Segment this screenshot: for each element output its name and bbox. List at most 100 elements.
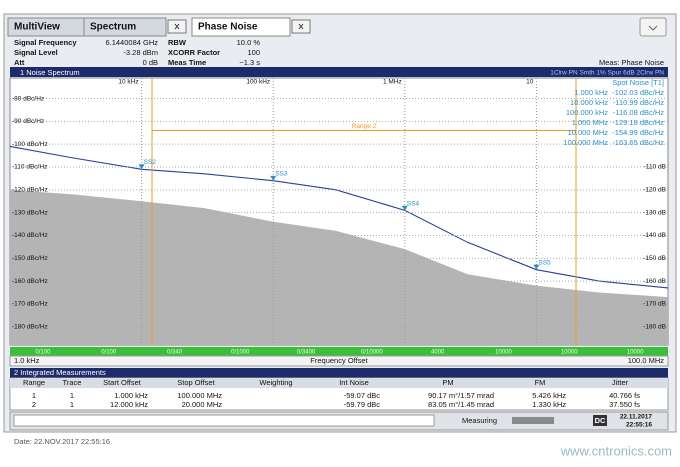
band-label: 0/1000 <box>231 350 250 356</box>
setting: 6.1440084 GHz <box>105 38 158 47</box>
spot-offset: 100.000 kHz <box>566 108 608 117</box>
tab[interactable] <box>191 17 291 37</box>
y2-tick-label: -140 dB <box>643 232 666 239</box>
table-header-bar <box>10 368 668 378</box>
y-tick-label: -100 dBc/Hz <box>12 141 48 148</box>
range-label: Range 2 <box>352 123 377 130</box>
noise-floor-area <box>10 189 668 345</box>
band-label: 0/340 <box>167 350 183 356</box>
table-cell: 1 <box>32 391 36 400</box>
spot-value: -129.18 dBc/Hz <box>612 118 664 127</box>
x-tick-label: 1 MHz <box>383 79 402 86</box>
y2-tick-label: -130 dB <box>643 209 666 216</box>
status-date: 22.11.2017 <box>620 414 653 421</box>
x-stop: 100.0 MHz <box>628 356 665 365</box>
table-cell: 12.000 kHz <box>110 400 148 409</box>
table-cell: 1.330 kHz <box>532 400 566 409</box>
spot-offset: 100.000 MHz <box>563 138 608 147</box>
y-tick-label: -180 dBc/Hz <box>12 323 48 330</box>
marker-label: SS5 <box>538 259 551 266</box>
spot-value: -116.08 dBc/Hz <box>613 108 664 117</box>
watermark: www.cntronics.com <box>560 443 672 458</box>
table-header: Int Noise <box>339 378 369 387</box>
spot-value: -110.99 dBc/Hz <box>613 98 664 107</box>
y2-tick-label: -120 dB <box>643 187 666 194</box>
tab-label: Spectrum <box>90 22 136 33</box>
table-cell: 2 <box>32 400 36 409</box>
x-tick-label: 10 <box>526 79 534 86</box>
status-field <box>13 414 435 427</box>
marker-label: SS3 <box>275 171 288 178</box>
table-cell: -59.79 dBc <box>344 400 381 409</box>
chart-title: 1 Noise Spectrum <box>20 68 80 77</box>
marker-label: SS4 <box>407 200 420 207</box>
marker <box>533 264 540 270</box>
status-coupling: DC <box>595 416 606 425</box>
close-icon <box>174 23 180 30</box>
menu-icon <box>648 25 658 31</box>
y-tick-label: -120 dBc/Hz <box>12 187 48 194</box>
band-label: 10000 <box>561 350 578 356</box>
meas-mode: Meas: Phase Noise <box>599 58 664 67</box>
spot-offset: 10.000 kHz <box>570 98 608 107</box>
trace-legend: 1Clrw PN Smth 1% Spur 6dB 2Clrw PN <box>550 70 664 77</box>
tab[interactable] <box>83 17 167 37</box>
setting: Meas Time <box>168 58 206 67</box>
setting: ~1.3 s <box>239 58 260 67</box>
band-label: 10000 <box>495 350 512 356</box>
table-title: 2 Integrated Measurements <box>14 368 106 377</box>
table-cell: 5.426 kHz <box>532 391 566 400</box>
y-tick-label: -90 dBc/Hz <box>12 118 44 125</box>
band-label: 10000 <box>627 350 644 356</box>
y2-tick-label: -170 dB <box>643 301 666 308</box>
table-cell: 1 <box>70 391 74 400</box>
x-tick-label: 100 kHz <box>246 79 270 86</box>
setting: 10.0 % <box>237 38 261 47</box>
setting: -3.28 dBm <box>123 48 158 57</box>
y2-tick-label: -160 dB <box>643 278 666 285</box>
marker <box>270 175 277 181</box>
setting: Att <box>14 58 25 67</box>
table-header: Start Offset <box>103 378 142 387</box>
table-header: Trace <box>63 378 82 387</box>
phase-noise-trace <box>9 145 669 289</box>
progress <box>512 417 554 424</box>
table-header: FM <box>535 378 546 387</box>
spot-value: -163.65 dBc/Hz <box>612 138 664 147</box>
status-time: 22:55:16 <box>626 422 652 429</box>
x-start: 1.0 kHz <box>14 356 40 365</box>
y-tick-label: -80 dBc/Hz <box>12 95 44 102</box>
spot-offset: 10.000 MHz <box>568 128 609 137</box>
y-tick-label: -150 dBc/Hz <box>12 255 48 262</box>
table-cell: 1.000 kHz <box>114 391 148 400</box>
table-cell: -59.07 dBc <box>344 391 381 400</box>
band-label: 0/100 <box>101 350 117 356</box>
coupling-box <box>593 415 607 426</box>
x-tick-label: 10 kHz <box>118 79 138 86</box>
spot-offset: 1.000 kHz <box>574 88 608 97</box>
range-band <box>10 347 668 356</box>
table-cell: 100.000 MHz <box>177 391 222 400</box>
table-cell: 20.000 MHz <box>182 400 223 409</box>
spot-offset: 1.000 MHz <box>572 118 609 127</box>
y-tick-label: -130 dBc/Hz <box>12 209 48 216</box>
setting: Signal Frequency <box>14 38 77 47</box>
band-label: 4000 <box>431 350 445 356</box>
marker-label: SS2 <box>144 159 157 166</box>
table-cell: 37.550 fs <box>609 400 640 409</box>
y-tick-label: -160 dBc/Hz <box>12 278 48 285</box>
band-label: 0/100 <box>35 350 51 356</box>
tab-label: MultiView <box>14 22 60 33</box>
tab-label: Phase Noise <box>198 22 258 33</box>
table-cell: 83.05 m°/1.45 mrad <box>428 400 494 409</box>
y2-tick-label: -110 dB <box>644 164 666 171</box>
table-cell: 40.766 fs <box>609 391 640 400</box>
x-axis-label: Frequency Offset <box>310 356 368 365</box>
menu-button[interactable] <box>639 17 667 37</box>
table-head-row <box>10 378 668 388</box>
table-header: Range <box>23 378 45 387</box>
chart-header <box>10 67 668 77</box>
spot-value: -154.99 dBc/Hz <box>612 128 664 137</box>
y2-tick-label: -150 dB <box>643 255 666 262</box>
